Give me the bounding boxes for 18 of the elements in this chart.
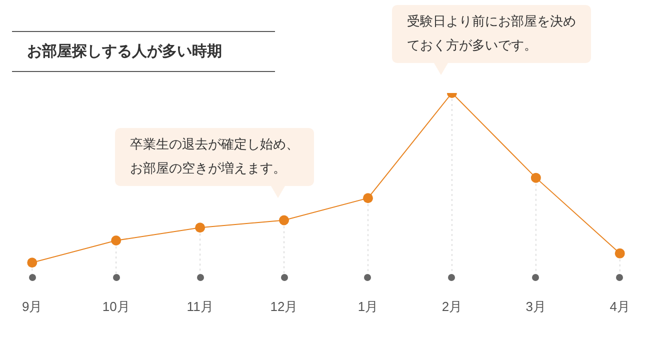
x-tick-label: 10月 [102, 298, 130, 314]
x-tick-label: 2月 [442, 298, 462, 314]
annotation: 卒業生の退去が確定し始め、お部屋の空きが増えます。 [130, 137, 299, 176]
x-tick-label: 9月 [22, 298, 42, 314]
x-tick-label: 4月 [610, 298, 630, 314]
x-tick-label: 12月 [270, 298, 298, 314]
x-tick-label: 3月 [526, 298, 546, 314]
chart-title: お部屋探しする人が多い時期 [12, 31, 275, 72]
point [530, 172, 541, 183]
point [614, 248, 625, 258]
x-tick-label: 1月 [358, 298, 378, 314]
point [195, 222, 206, 233]
point [27, 258, 38, 268]
point [279, 215, 290, 226]
x-tick-label: 11月 [186, 298, 214, 314]
point [111, 236, 122, 246]
text: 受験日より前にお部屋を決めておく方が多いです。 [407, 14, 576, 54]
point [362, 193, 373, 204]
